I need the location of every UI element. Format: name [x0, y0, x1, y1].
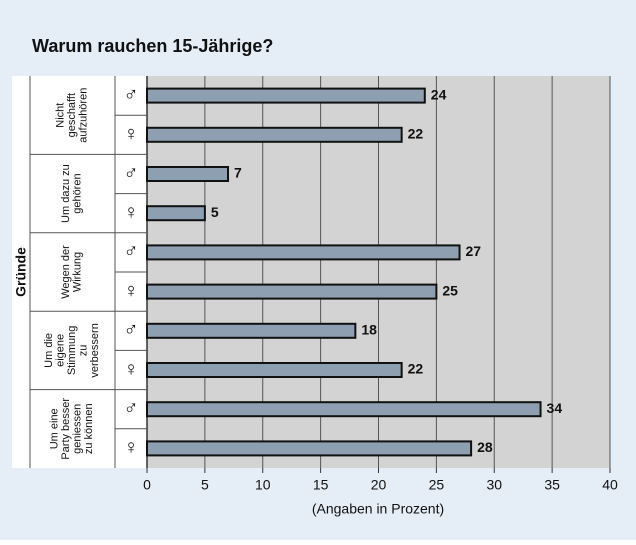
series-symbol: ♀ [124, 280, 139, 302]
x-tick-label: 35 [544, 477, 560, 493]
bar [146, 166, 230, 182]
category-label: Um dazu zu [60, 164, 72, 223]
category-label: Um eine [49, 408, 61, 449]
bar [146, 126, 403, 143]
category-label: Party besser [60, 398, 72, 460]
category-label: aufzuhören [77, 88, 89, 143]
value-label: 34 [547, 400, 563, 416]
category-label: geniessen [72, 404, 84, 454]
bar [146, 205, 206, 222]
category-label: Nicht [54, 103, 66, 128]
series-symbol: ♂ [124, 397, 139, 419]
bar [146, 440, 473, 457]
series-symbol: ♂ [124, 319, 139, 341]
category-label: zu können [83, 403, 95, 454]
chart-title: Warum rauchen 15-Jährige? [32, 36, 273, 56]
x-tick-label: 15 [313, 477, 329, 493]
value-label: 24 [431, 86, 447, 102]
bar [146, 87, 426, 104]
value-label: 7 [234, 165, 242, 181]
x-tick-label: 0 [143, 477, 151, 493]
category-label: gehören [72, 173, 84, 213]
value-label: 5 [211, 204, 219, 220]
series-symbol: ♂ [124, 84, 139, 106]
x-tick-label: 10 [255, 477, 271, 493]
series-symbol: ♀ [124, 201, 139, 223]
x-axis-label: (Angaben in Prozent) [312, 501, 444, 517]
series-symbol: ♀ [124, 358, 139, 380]
series-symbol: ♀ [124, 437, 139, 459]
category-label: eigene [54, 334, 66, 367]
series-symbol: ♂ [124, 241, 139, 263]
value-label: 28 [477, 439, 493, 455]
category-label: geschafft [66, 93, 78, 137]
value-label: 18 [361, 322, 377, 338]
value-label: 27 [466, 243, 482, 259]
value-label: 25 [442, 282, 458, 298]
value-label: 22 [408, 126, 424, 142]
bar [146, 244, 461, 261]
series-symbol: ♂ [124, 162, 139, 184]
category-label: Um die [43, 333, 55, 368]
x-tick-label: 25 [429, 477, 445, 493]
bar [146, 322, 357, 339]
category-label: zu [77, 345, 89, 357]
bar [146, 401, 542, 418]
series-symbol: ♀ [124, 123, 139, 145]
bar [146, 362, 403, 378]
bar [146, 283, 438, 300]
category-label: Wirkung [72, 252, 84, 292]
x-tick-label: 40 [602, 477, 618, 493]
x-tick-label: 20 [371, 477, 387, 493]
x-tick-label: 30 [486, 477, 502, 493]
category-label: Stimmung [66, 326, 78, 376]
category-label: verbessern [89, 323, 101, 377]
value-label: 22 [408, 361, 424, 377]
category-label: Wegen der [60, 245, 72, 299]
x-tick-label: 5 [201, 477, 209, 493]
y-axis-label: Gründe [13, 247, 29, 297]
